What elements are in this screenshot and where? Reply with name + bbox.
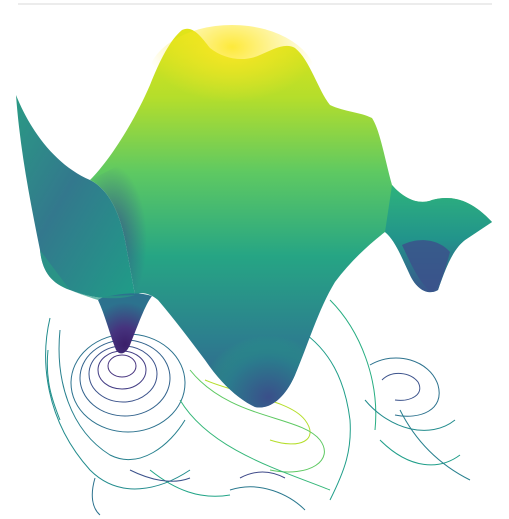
surface-right-flank [385, 185, 492, 293]
surface-left-ridge [16, 95, 135, 299]
contour-projection [45, 299, 471, 516]
surface-peak-highlight [147, 25, 317, 135]
surface-deep-well [98, 293, 152, 354]
surface-right-pit [402, 240, 450, 292]
surface-left-shade [90, 150, 162, 300]
surface-central-valley [205, 305, 320, 408]
